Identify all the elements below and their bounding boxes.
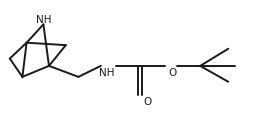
Text: NH: NH xyxy=(36,15,51,25)
Text: O: O xyxy=(168,68,176,78)
Text: O: O xyxy=(143,97,151,107)
Text: NH: NH xyxy=(99,68,115,78)
